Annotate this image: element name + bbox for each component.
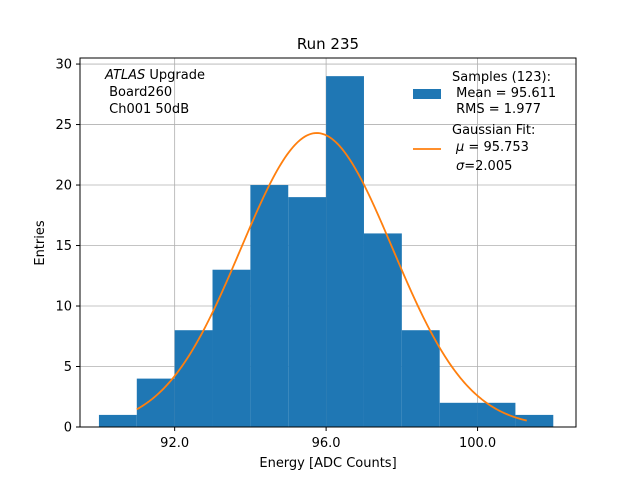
- y-tick-label-5: 25: [55, 118, 72, 133]
- histogram-bar-3: [212, 269, 251, 427]
- legend-sigma-value: =2.005: [464, 159, 512, 174]
- histogram-bar-1: [136, 378, 175, 427]
- legend-sigma-symbol: σ: [456, 159, 465, 174]
- annotation-upgrade: Upgrade: [145, 68, 205, 83]
- annotation-line-3: Ch001 50dB: [105, 102, 189, 117]
- annotation-line-1: ATLAS Upgrade: [104, 68, 205, 83]
- y-tick-label-0: 0: [64, 421, 72, 436]
- y-axis-ticks: 0 5 10 15 20 25 30: [55, 58, 80, 436]
- histogram-bar-7: [363, 233, 402, 427]
- legend-samples-swatch: [413, 89, 441, 99]
- y-tick-label-6: 30: [55, 58, 72, 73]
- histogram-bar-11: [515, 414, 554, 427]
- y-tick-label-3: 15: [55, 239, 72, 254]
- legend-samples-mean: Mean = 95.611: [452, 86, 556, 101]
- y-tick-label-2: 10: [55, 300, 72, 315]
- legend-fit-mu: μ = 95.753: [455, 140, 529, 155]
- legend-mu-symbol: μ: [455, 140, 464, 155]
- x-tick-label-0: 92.0: [160, 436, 189, 451]
- legend-fit-title: Gaussian Fit:: [452, 123, 535, 138]
- histogram-bars: [98, 76, 554, 428]
- x-tick-label-2: 100.0: [459, 436, 496, 451]
- histogram-bar-4: [250, 185, 289, 427]
- histogram-bar-0: [98, 414, 137, 427]
- histogram-bar-9: [439, 402, 478, 427]
- atlas-annotation: ATLAS Upgrade Board260 Ch001 50dB: [104, 68, 205, 117]
- legend-mu-value: = 95.753: [464, 140, 529, 155]
- histogram-bar-8: [401, 330, 440, 427]
- y-axis-label: Entries: [33, 220, 48, 266]
- chart-title: Run 235: [297, 35, 359, 53]
- gaussian-fit-curve: [136, 132, 527, 422]
- histogram-bar-6: [326, 76, 364, 428]
- x-axis-label: Energy [ADC Counts]: [259, 456, 396, 471]
- legend: Samples (123): Mean = 95.611 RMS = 1.977…: [413, 70, 556, 174]
- gaussian-fit: [136, 132, 527, 422]
- x-tick-label-1: 96.0: [312, 436, 341, 451]
- annotation-atlas: ATLAS: [104, 68, 145, 83]
- legend-samples-title: Samples (123):: [452, 70, 551, 85]
- annotation-line-2: Board260: [105, 85, 172, 100]
- histogram-bar-2: [174, 330, 213, 427]
- x-axis-ticks: 92.0 96.0 100.0: [160, 427, 496, 451]
- legend-samples-rms: RMS = 1.977: [452, 102, 541, 117]
- legend-fit-sigma: σ=2.005: [456, 159, 512, 174]
- histogram-bar-5: [288, 197, 327, 427]
- y-tick-label-1: 5: [64, 360, 72, 375]
- plot-frame: [79, 57, 577, 428]
- y-tick-label-4: 20: [55, 179, 72, 194]
